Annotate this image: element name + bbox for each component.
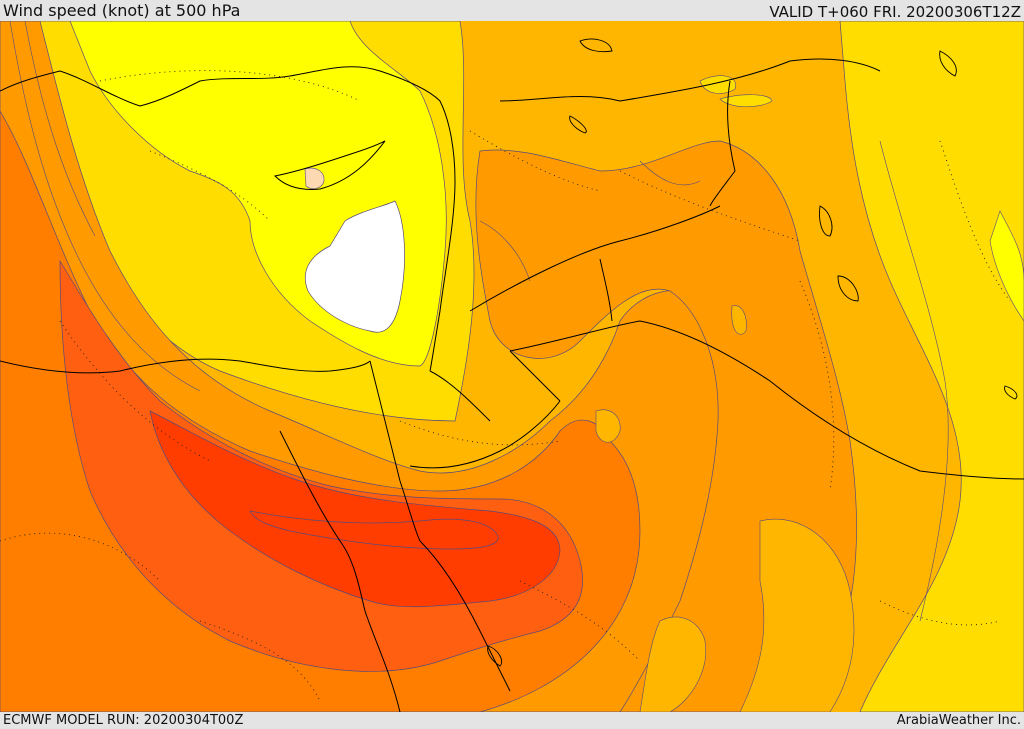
map-title: Wind speed (knot) at 500 hPa: [3, 1, 241, 20]
dotted-isolines: [0, 70, 1011, 702]
valid-time-label: VALID T+060 FRI. 20200306T12Z: [769, 3, 1021, 21]
speed-patch-se: [639, 616, 707, 712]
speed-patch-east-2: [731, 305, 747, 335]
model-run-label: ECMWF MODEL RUN: 20200304T00Z: [3, 713, 244, 728]
political-borders: [409, 80, 1024, 480]
coastlines: [0, 58, 881, 712]
contour-lines: [9, 21, 949, 622]
speed-patch-south: [739, 518, 855, 712]
wind-speed-map: [0, 21, 1024, 712]
speed-patch-east-1: [595, 409, 621, 443]
speed-patch-ne-2: [719, 94, 773, 108]
map-canvas: [0, 21, 1024, 712]
header-bar: Wind speed (knot) at 500 hPa VALID T+060…: [0, 0, 1024, 21]
footer-bar: ECMWF MODEL RUN: 20200304T00Z ArabiaWeat…: [0, 712, 1024, 729]
credit-label: ArabiaWeather Inc.: [896, 713, 1021, 728]
water-bodies: [487, 38, 1018, 667]
speed-zone-strongest-inner: [249, 510, 499, 550]
speed-zone-calm: [304, 200, 405, 333]
speed-zone-calm-small: [304, 167, 325, 190]
